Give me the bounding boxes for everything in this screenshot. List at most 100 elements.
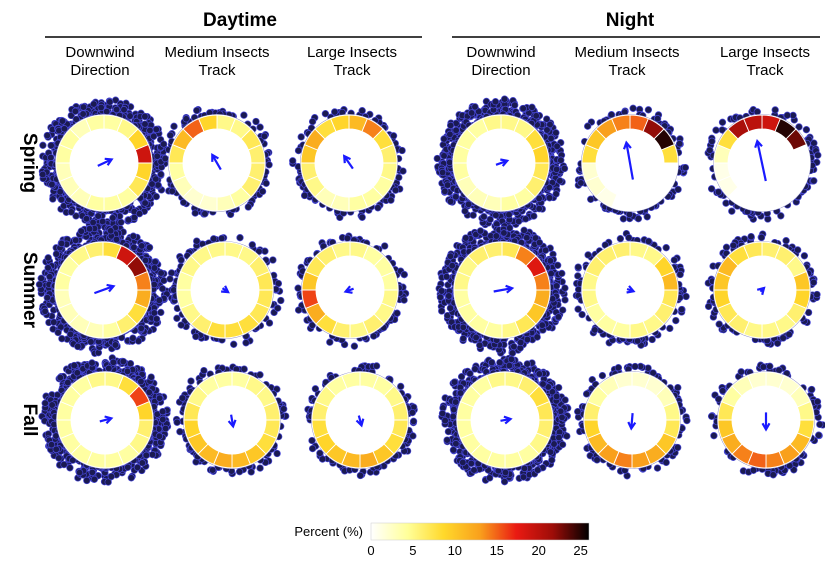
observation-point [119,357,127,366]
observation-point [157,269,165,277]
observation-point [159,415,167,424]
observation-point [541,246,550,254]
observation-point [443,181,452,189]
observation-point [54,328,62,337]
observation-point [397,382,405,391]
observation-point [192,332,200,341]
observation-point [39,141,47,149]
observation-point [653,464,662,472]
observation-point [235,468,244,476]
observation-point [810,177,818,185]
observation-point [153,152,161,160]
observation-point [471,365,479,373]
observation-point [802,126,811,134]
observation-point [141,199,149,207]
observation-point [176,428,184,436]
column-label: Direction [471,62,530,79]
observation-point [43,294,51,302]
observation-point [105,364,113,373]
observation-point [523,234,531,242]
observation-point [107,227,115,235]
observation-point [201,210,209,218]
observation-point [182,115,190,123]
observation-point [492,211,500,219]
observation-point [662,458,670,467]
observation-point [728,207,736,215]
observation-point [448,262,456,270]
observation-point [782,237,790,245]
observation-point [548,456,556,464]
observation-point [438,307,446,315]
observation-point [66,330,75,338]
rose-panel-spring-night-0 [433,95,569,231]
observation-point [662,244,670,252]
colorbar-tick-label: 0 [367,543,374,558]
observation-point [558,269,566,278]
column-label: Large Insects [720,44,810,61]
observation-point [574,263,582,271]
observation-point [552,190,560,198]
observation-point [150,309,158,317]
observation-point [598,371,607,380]
row-label-fall: Fall [19,404,40,437]
observation-point [486,215,494,224]
observation-point [97,103,105,112]
observation-point [593,456,601,464]
observation-point [634,215,643,223]
observation-point [443,436,451,444]
observation-point [722,199,730,207]
observation-point [543,126,551,134]
observation-point [464,200,473,208]
group-title-night: Night [606,10,655,31]
observation-point [467,109,476,117]
observation-point [707,185,716,193]
observation-point [256,371,264,379]
observation-point [256,464,264,472]
observation-point [553,142,561,150]
observation-point [170,122,178,130]
observation-point [779,334,787,342]
observation-point [109,358,118,366]
observation-point [706,146,714,154]
observation-point [437,287,446,295]
observation-point [400,296,408,304]
observation-point [539,380,547,388]
observation-point [209,466,217,474]
observation-point [381,242,389,250]
observation-point [625,234,633,242]
observation-point [582,390,591,398]
observation-point [57,239,66,248]
observation-point [387,196,395,204]
observation-point [440,135,448,143]
observation-point [554,313,563,321]
observation-point [358,107,366,115]
observation-point [129,334,137,342]
observation-point [520,226,528,234]
observation-point [534,466,542,474]
observation-point [769,471,777,479]
observation-point [173,418,181,426]
observation-point [753,108,761,116]
observation-point [445,292,453,300]
observation-point [522,215,530,223]
observation-point [773,339,782,347]
observation-point [37,274,45,282]
rose-panel-fall-daytime-1 [172,363,290,478]
observation-point [452,193,460,201]
observation-point [52,250,61,258]
observation-point [532,112,540,120]
observation-point [77,227,85,235]
observation-point [374,204,382,212]
observation-point [150,280,158,289]
observation-point [433,154,441,163]
observation-point [73,369,81,377]
colorbar-gradient [370,522,590,541]
observation-point [331,108,339,116]
observation-point [280,405,288,413]
observation-point [75,468,84,477]
observation-point [88,468,96,477]
rose-panel-spring-night-1 [574,104,690,223]
observation-point [584,122,592,130]
observation-point [813,398,822,406]
observation-point [157,308,165,317]
